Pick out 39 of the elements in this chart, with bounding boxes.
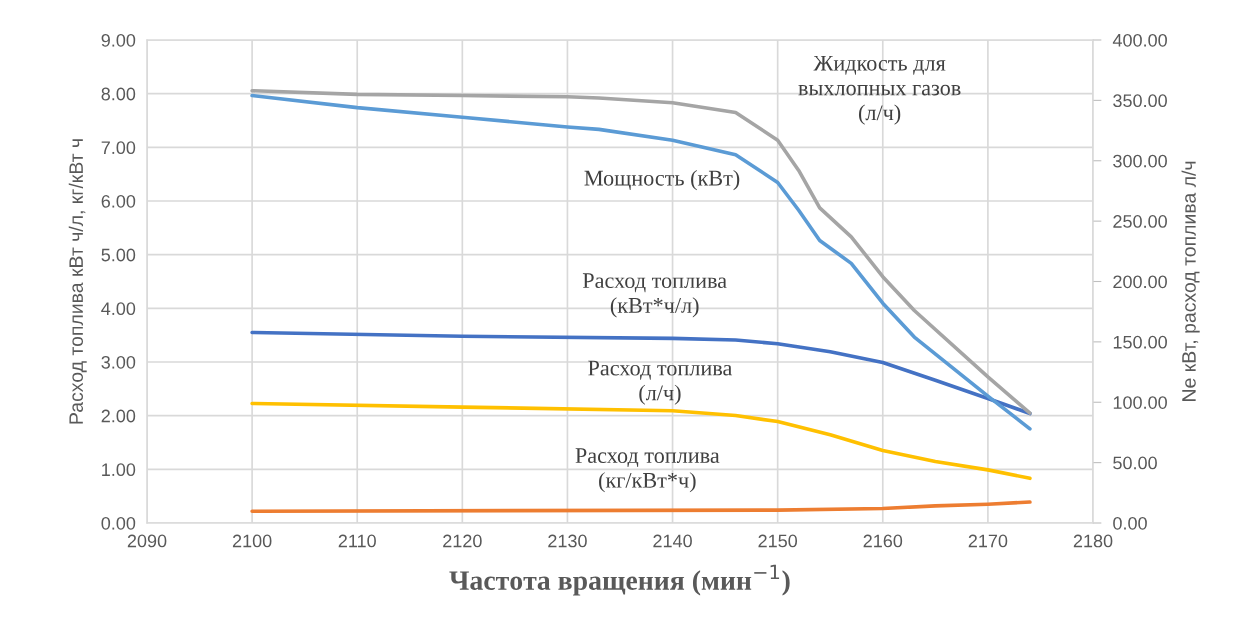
x-tick-label: 2150 [758,534,798,548]
y2-tick-label: 0.00 [1113,516,1147,530]
y2-tick-label: 150.00 [1113,335,1167,349]
series-label: Расход топлива (л/ч) [588,360,733,405]
x-tick-label: 2110 [338,534,376,548]
x-tick-label: 2120 [443,534,482,548]
line-series [250,330,1032,416]
series-label: Расход топлива (кВт*ч/л) [582,273,727,318]
x-tick-label: 2140 [653,534,692,548]
y2-tick-label: 300.00 [1113,154,1167,168]
series-label: Мощность (кВт) [584,169,740,191]
y2-tick-label: 400.00 [1112,33,1167,47]
series-label: Расход топлива (кг/кВт*ч) [575,448,720,493]
y-tick-label: 3.00 [101,355,136,369]
y-tick-label: 2.00 [101,409,136,423]
y2-tick-label: 200.00 [1113,275,1167,289]
y2-tick-label: 350.00 [1113,94,1167,108]
y-tick-label: 9.00 [101,33,136,47]
y2-tick-label: 250.00 [1113,215,1167,228]
y-tick-label: 6.00 [101,194,136,208]
y-axis-title: Расход топлива кВт ч/л, кг/кВт ч [68,139,87,424]
x-tick-label: 2160 [863,534,903,548]
line-series [250,500,1032,513]
x-tick-label: 2170 [968,534,1008,548]
y-tick-label: 8.00 [101,87,136,101]
y-tick-label: 0.00 [101,516,136,530]
y-tick-label: 4.00 [101,302,136,316]
x-tick-label: 2130 [548,534,587,548]
y-tick-label: 7.00 [101,141,136,155]
y-tick-label: 5.00 [101,248,136,262]
y2-axis-title: Ne кВт, расход топлива л/ч [1181,161,1200,401]
x-tick-label: 2100 [232,534,272,548]
x-tick-label: 2180 [1073,534,1113,548]
x-axis-title: Частота вращения (мин$^{−1}$) [449,564,790,596]
y-tick-label: 1.00 [102,463,136,477]
y2-tick-label: 50.00 [1113,456,1157,470]
x-tick-label: 2090 [127,534,167,548]
y2-tick-label: 100.00 [1113,396,1167,409]
series-label: Жидкость для выхлопных газов (л/ч) [798,55,961,125]
